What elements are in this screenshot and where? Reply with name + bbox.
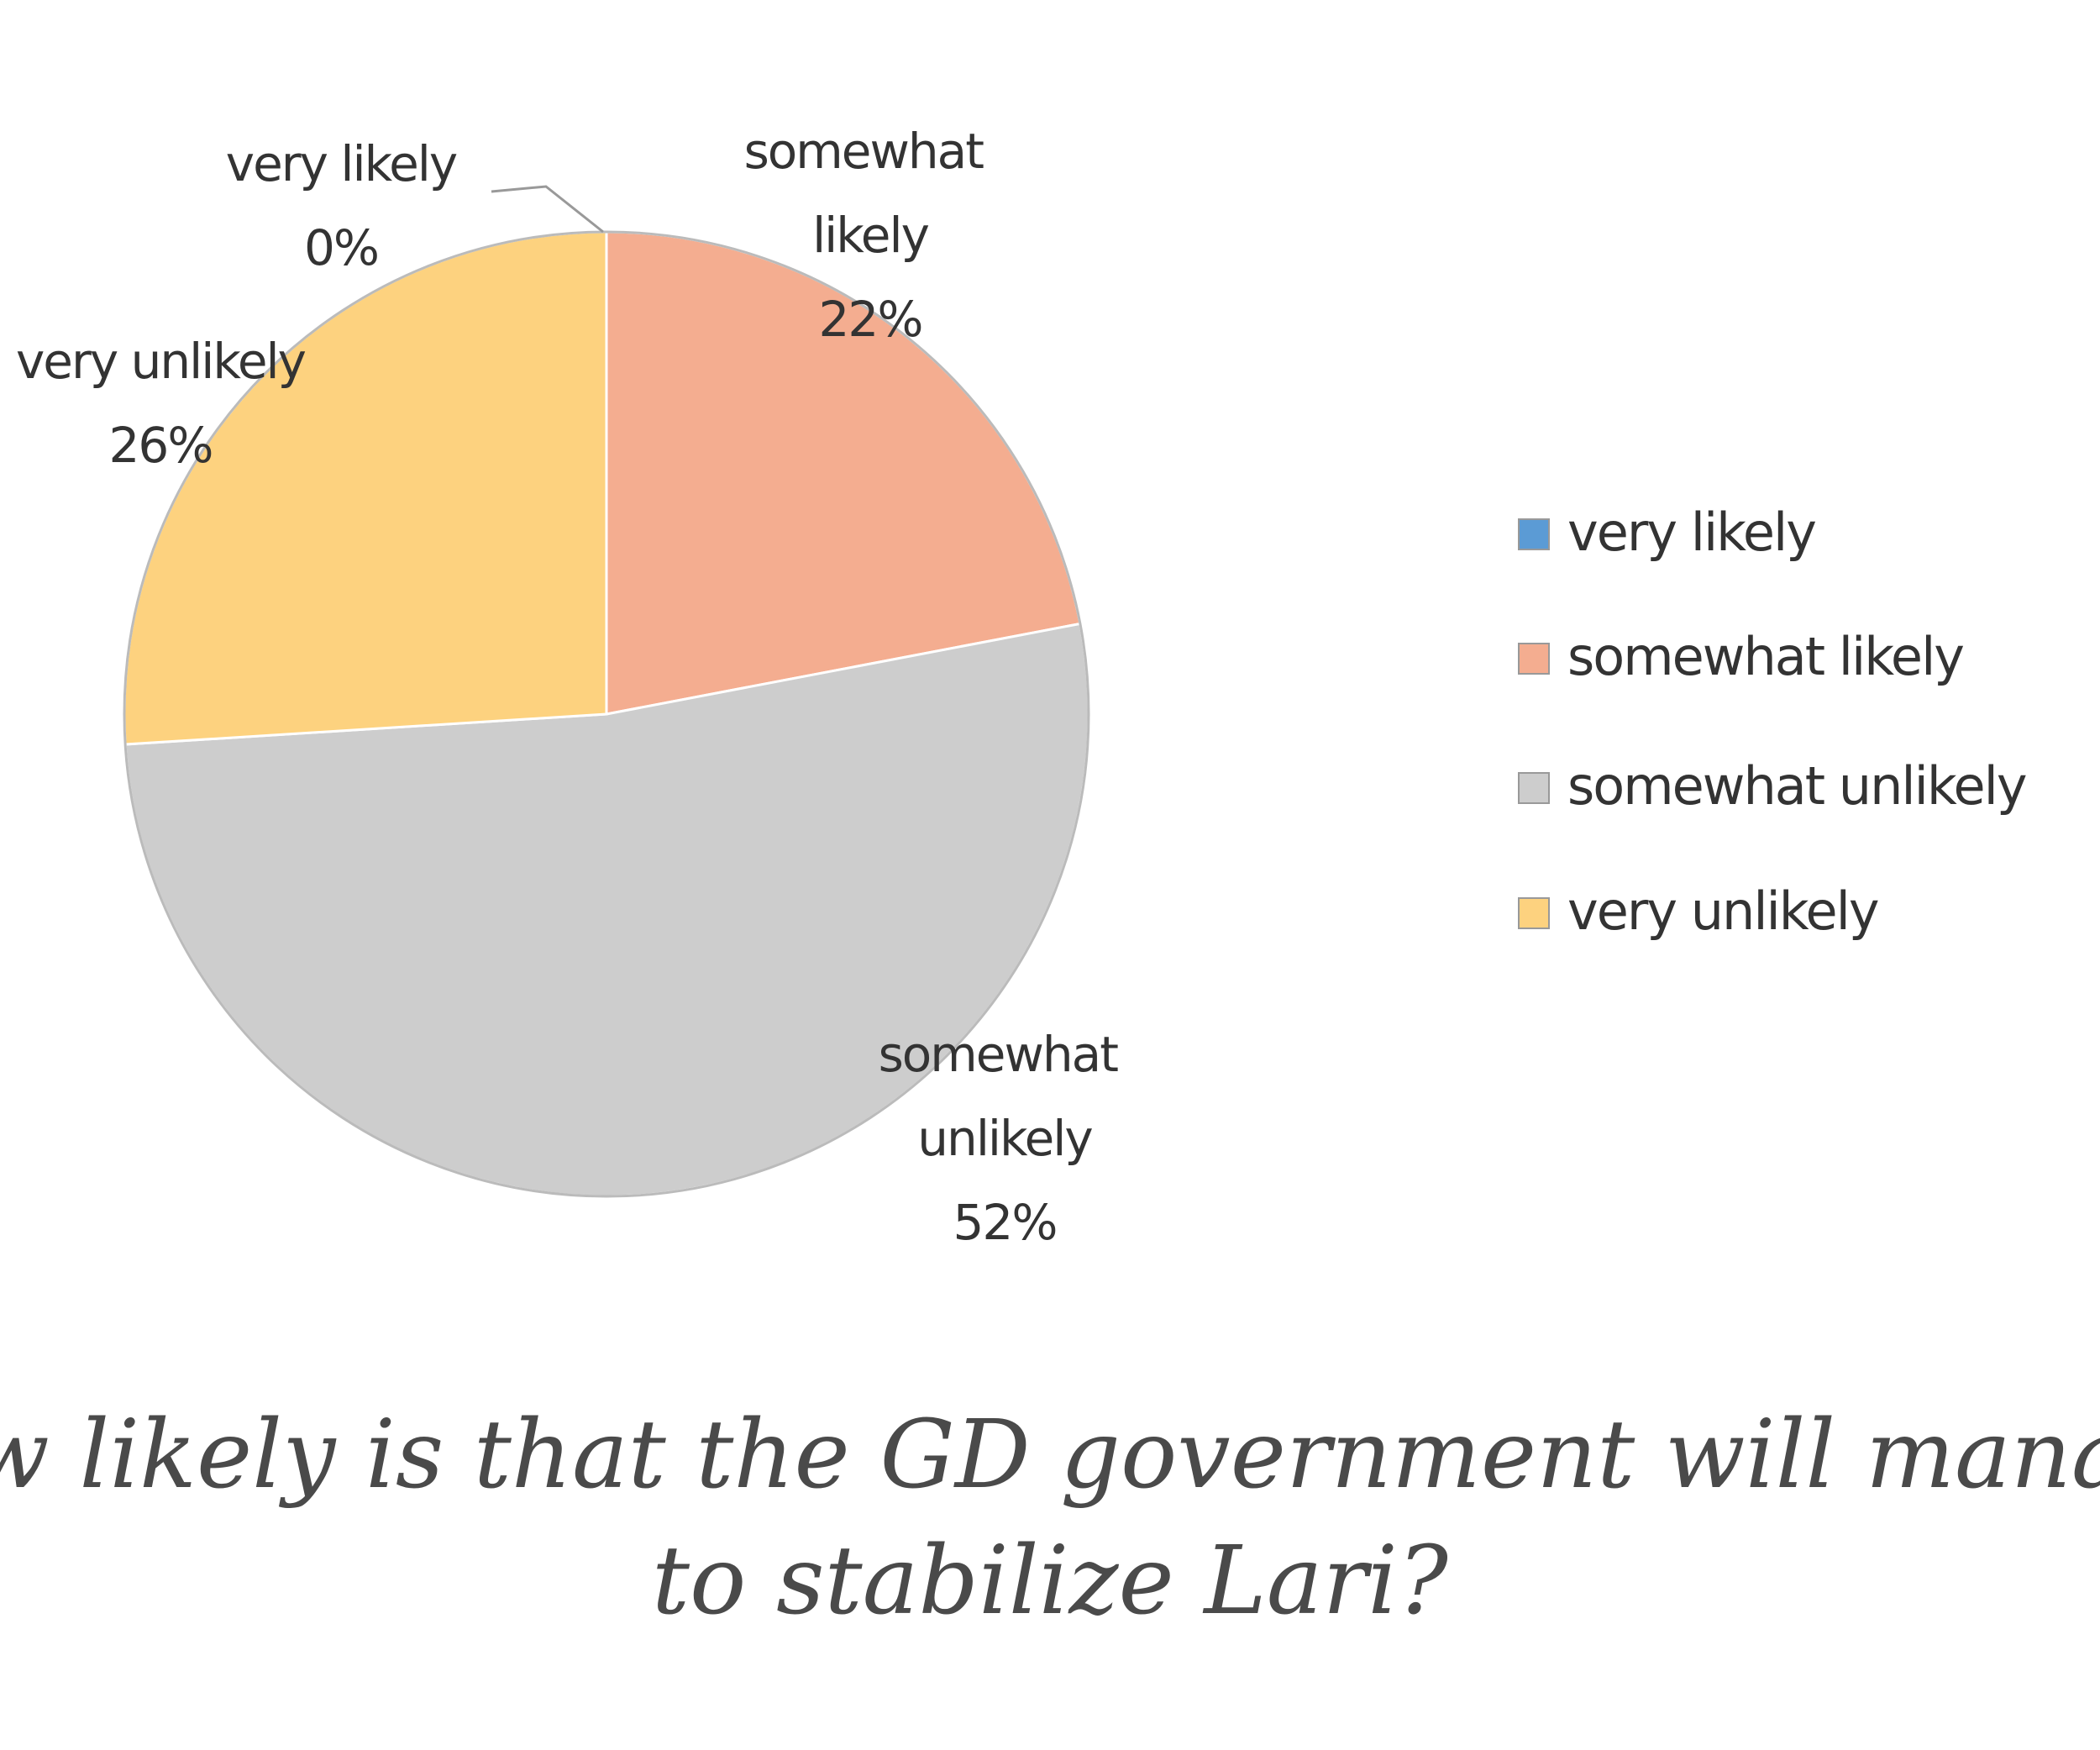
data-label-value: 26% bbox=[109, 417, 213, 474]
data-label-name: very unlikely bbox=[16, 333, 306, 390]
legend-swatch bbox=[1518, 897, 1550, 929]
pie-outline bbox=[123, 230, 1090, 1198]
chart-title: ow likely is that the GD government will… bbox=[0, 1401, 2100, 1510]
leader-line bbox=[491, 185, 604, 234]
legend-label: very likely bbox=[1567, 502, 1815, 563]
data-label-name: somewhat likely bbox=[744, 123, 997, 264]
data-label-name: somewhat unlikely bbox=[879, 1026, 1131, 1167]
legend-swatch bbox=[1518, 772, 1550, 804]
legend-swatch bbox=[1518, 518, 1550, 550]
data-label-value: 22% bbox=[819, 291, 922, 348]
pie-slice bbox=[123, 230, 608, 746]
legend-label: very unlikely bbox=[1567, 880, 1878, 942]
data-label-value: 52% bbox=[953, 1194, 1057, 1251]
data-label-name: very likely bbox=[226, 135, 457, 192]
data-label-value: 0% bbox=[304, 219, 378, 276]
chart-title: to stabilize Lari? bbox=[652, 1527, 1449, 1636]
legend-label: somewhat likely bbox=[1567, 626, 1963, 687]
legend-swatch bbox=[1518, 643, 1550, 675]
legend-label: somewhat unlikely bbox=[1567, 755, 2026, 817]
